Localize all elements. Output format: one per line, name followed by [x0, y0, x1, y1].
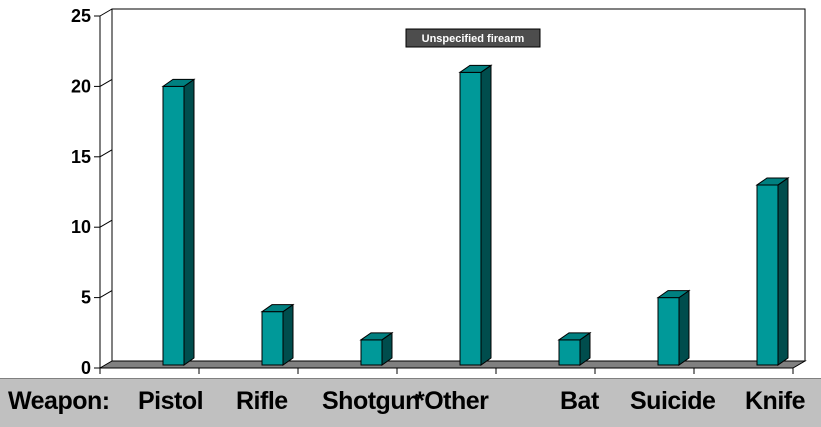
y-tick-label: 0	[81, 358, 91, 378]
bar-shotgun	[359, 331, 394, 366]
bars	[161, 64, 790, 366]
category-label: Rifle	[236, 387, 288, 415]
bar-rifle	[260, 303, 295, 366]
category-label: Suicide	[630, 387, 716, 415]
plot-frame	[98, 8, 807, 374]
gridline-depth	[99, 219, 113, 228]
y-axis-ticks: 0 5 10 15 20 25	[71, 6, 100, 378]
category-label: *Other	[415, 387, 489, 415]
bar-other	[458, 64, 493, 366]
gridline-depth	[99, 8, 113, 17]
bar-knife	[755, 176, 790, 366]
category-label: Knife	[745, 387, 806, 415]
category-prefix: Weapon:	[8, 387, 110, 415]
category-label: Pistol	[138, 387, 204, 415]
y-tick-label: 20	[71, 76, 91, 96]
bar-bat	[557, 331, 592, 366]
y-tick-label: 25	[71, 6, 91, 26]
gridline-depth	[99, 78, 113, 87]
bar-suicide	[656, 289, 691, 366]
gridline-depth	[99, 149, 113, 158]
y-tick-label: 5	[81, 288, 91, 308]
annotation-callout: Unspecified firearm	[405, 28, 541, 48]
y-tick-label: 15	[71, 147, 91, 167]
category-label: Shotgun	[322, 387, 420, 415]
bar-pistol	[161, 78, 196, 366]
gridline-depth	[99, 290, 113, 299]
category-legend: Weapon: Pistol Rifle Shotgun *Other Bat Suici…	[0, 378, 821, 427]
annotation-label: Unspecified firearm	[422, 33, 525, 45]
y-tick-label: 10	[71, 217, 91, 237]
category-label: Bat	[560, 387, 599, 415]
bar-chart: 0 5 10 15 20 25 Unspecified firearm	[71, 6, 807, 378]
